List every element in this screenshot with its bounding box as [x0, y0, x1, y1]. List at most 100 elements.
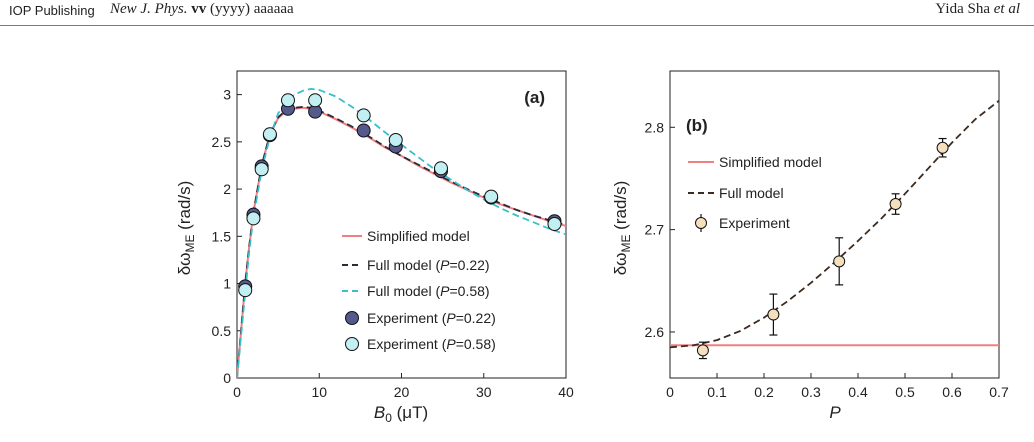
journal-volume: vv	[191, 1, 207, 17]
panel-b-ytick-label: 2.7	[645, 222, 665, 238]
panel-b-ylabel-symbol: δω	[611, 253, 630, 276]
panel-a-series-3-point	[356, 123, 371, 138]
publisher-name: IOP Publishing	[9, 3, 95, 18]
panel-a-label: (a)	[524, 88, 545, 107]
panel-b-series-2-point	[936, 141, 949, 154]
panel-b-series-2-point	[767, 308, 780, 321]
panel-a-series-4-point	[262, 127, 277, 142]
panel-a-ytick-label: 2.5	[212, 134, 232, 150]
legend-b-full-label: Full model	[719, 185, 784, 201]
panel-b-series-2-point	[833, 255, 846, 268]
panel-a-series-4-point	[238, 283, 253, 298]
legend-a-exp-058-var: P	[446, 336, 456, 352]
panel-a-ylabel-sub: ME	[183, 235, 197, 253]
legend-a-exp-022-swatch	[345, 311, 359, 325]
legend-b-exp-swatch	[695, 217, 707, 229]
legend-a-exp-058-suffix: =0.58)	[456, 336, 496, 352]
legend-a-full-058-label: Full model (P=0.58)	[367, 283, 490, 299]
panel-a-series-4-point	[433, 161, 448, 176]
panel-a-xtick-label: 0	[233, 384, 241, 400]
panel-b-ylabel-unit: (rad/s)	[611, 181, 630, 235]
panel-a-xtick-label: 40	[558, 384, 574, 400]
panel-a-points	[238, 93, 562, 298]
legend-a-full-058-prefix: Full model (	[367, 283, 440, 299]
panel-a-ytick-label: 3	[223, 87, 231, 103]
panel-a-ytick-label: 0	[223, 370, 231, 386]
legend-a-full-022-label: Full model (P=0.22)	[367, 257, 490, 273]
panel-b-legend: Simplified model Full model Experiment	[688, 154, 822, 232]
panel-b-frame	[669, 70, 1000, 379]
journal-citation: New J. Phys. vv (yyyy) aaaaaa	[110, 1, 294, 18]
panel-b-xtick-label: 0.6	[942, 384, 962, 400]
panel-a-yticks: 0 0.5 1 1.5 2 2.5 3	[212, 87, 242, 386]
panel-a-series-2-line	[237, 88, 566, 378]
legend-a-full-058: Full model (P=0.58)	[342, 283, 490, 299]
panel-b-series-2-point	[889, 198, 902, 211]
panel-a: 0 10 20 30 40 00.511.522.53 (a) B0 (μT) δωME…	[175, 70, 574, 425]
authors-name: Yida Sha	[935, 1, 990, 17]
legend-b-full: Full model	[688, 185, 784, 201]
panel-b-xticks: 0 0.1 0.2 0.3 0.4 0.5 0.6 0.7	[666, 373, 1009, 400]
legend-b-exp: Experiment	[695, 214, 790, 232]
panel-a-xlabel: B0 (μT)	[374, 403, 428, 425]
panel-a-series-4-point	[246, 211, 261, 226]
running-authors: Yida Sha et al	[935, 1, 1020, 18]
panel-a-xlabel-unit: (μT)	[392, 403, 428, 422]
panel-b-xtick-label: 0.3	[801, 384, 821, 400]
panel-b-xtick-label: 0.4	[848, 384, 868, 400]
authors-et-al: et al	[993, 1, 1020, 17]
legend-a-full-058-var: P	[440, 283, 450, 299]
page-header: IOP Publishing New J. Phys. vv (yyyy) aa…	[0, 0, 1034, 44]
panel-b-xlabel: P	[829, 403, 841, 422]
panel-a-ylabel-unit: (rad/s)	[175, 181, 194, 235]
legend-a-exp-022-var: P	[446, 310, 456, 326]
panel-b-points	[696, 137, 949, 360]
header-rule	[0, 25, 1034, 26]
panel-b-ylabel-sub: ME	[619, 235, 633, 253]
panel-a-xlabel-sub: 0	[385, 411, 392, 425]
legend-a-full-022: Full model (P=0.22)	[342, 257, 490, 273]
panel-a-xlabel-symbol: B	[374, 403, 385, 422]
legend-a-full-022-prefix: Full model (	[367, 257, 440, 273]
panel-b-label: (b)	[686, 116, 708, 135]
panel-b-ytick-label: 2.8	[645, 119, 665, 135]
legend-a-exp-022-suffix: =0.22)	[456, 310, 496, 326]
panel-a-series-4-point	[254, 162, 269, 177]
panel-a-ytick-label: 1	[223, 276, 231, 292]
panel-a-series-4-point	[308, 93, 323, 108]
panel-a-legend: Simplified model Full model (P=0.22) Ful…	[342, 228, 496, 352]
legend-b-simplified-label: Simplified model	[719, 154, 822, 170]
legend-a-simplified-label: Simplified model	[367, 228, 470, 244]
panel-a-series-4-point	[356, 108, 371, 123]
legend-a-simplified: Simplified model	[342, 228, 470, 244]
panel-a-ytick-label: 2	[223, 181, 231, 197]
legend-a-exp-022: Experiment (P=0.22)	[345, 310, 496, 326]
legend-a-full-022-suffix: =0.22)	[449, 257, 489, 273]
journal-year-pages: (yyyy) aaaaaa	[206, 1, 294, 17]
panel-b-xtick-label: 0.5	[895, 384, 915, 400]
panel-b-ytick-label: 2.6	[645, 324, 665, 340]
legend-a-exp-022-label: Experiment (P=0.22)	[367, 310, 496, 326]
journal-name: New J. Phys.	[110, 1, 188, 17]
panel-b-yticks: 2.6 2.7 2.8	[645, 119, 675, 340]
legend-a-full-022-var: P	[440, 257, 450, 273]
panel-a-series-4-point	[388, 132, 403, 147]
legend-a-exp-022-prefix: Experiment (	[367, 310, 447, 326]
panel-b-xtick-label: 0	[666, 384, 674, 400]
legend-a-exp-058-label: Experiment (P=0.58)	[367, 336, 496, 352]
panel-a-series-4-point	[280, 93, 295, 108]
panel-a-frame	[236, 70, 567, 379]
panel-a-ylabel: δωME (rad/s)	[175, 181, 197, 276]
panel-b-xtick-label: 0.7	[989, 384, 1009, 400]
panel-b-series-2-point	[696, 344, 709, 357]
legend-a-exp-058-prefix: Experiment (	[367, 336, 447, 352]
panel-b-ylabel: δωME (rad/s)	[611, 181, 633, 276]
legend-a-exp-058: Experiment (P=0.58)	[345, 336, 496, 352]
panel-a-xtick-label: 30	[476, 384, 492, 400]
legend-b-exp-label: Experiment	[719, 215, 790, 231]
panel-b: 0 0.1 0.2 0.3 0.4 0.5 0.6 0.7 2.6 2.7 2.8 (b) P δ…	[611, 70, 1009, 422]
legend-a-exp-058-swatch	[345, 337, 359, 351]
panel-a-ylabel-symbol: δω	[175, 253, 194, 276]
panel-a-xtick-label: 20	[394, 384, 410, 400]
